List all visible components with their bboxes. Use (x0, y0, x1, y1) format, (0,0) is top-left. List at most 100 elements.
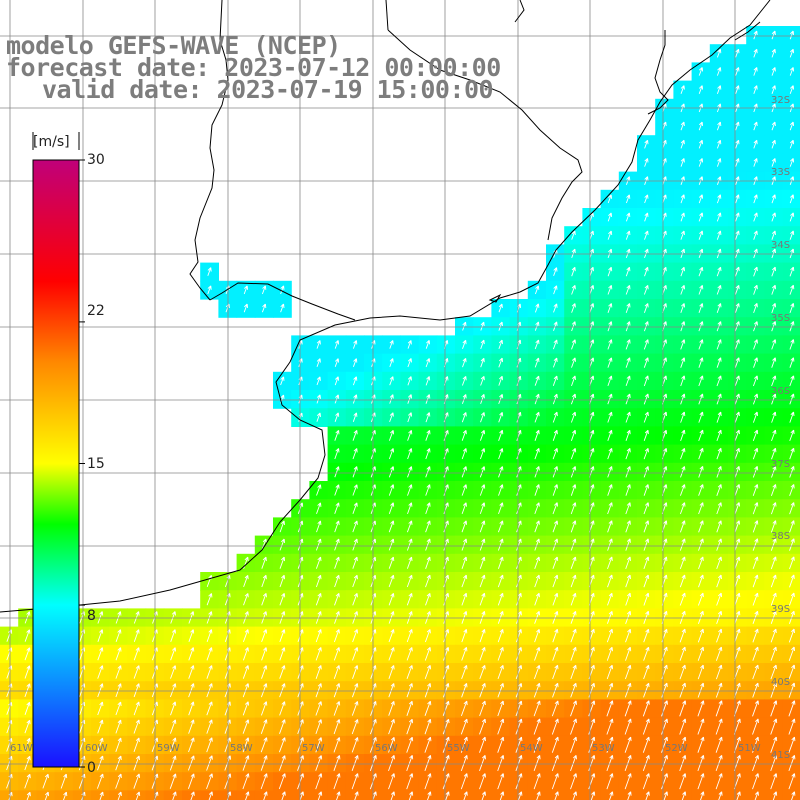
wind-arrow (479, 556, 486, 569)
wind-arrow (771, 321, 777, 332)
wind-arrow (533, 773, 541, 790)
wind-arrow (570, 610, 577, 624)
wind-arrow (497, 520, 504, 533)
wind-cell (709, 790, 729, 800)
wind-arrow (643, 520, 650, 533)
wind-arrow (697, 754, 705, 772)
wind-arrow (206, 683, 213, 698)
wind-arrow (406, 700, 413, 716)
wind-arrow (734, 357, 740, 368)
wind-arrow (242, 647, 249, 661)
wind-arrow (679, 502, 686, 515)
wind-arrow (334, 394, 340, 404)
wind-arrow (224, 683, 231, 698)
wind-arrow (625, 357, 631, 368)
wind-arrow (716, 628, 723, 643)
wind-arrow (771, 375, 777, 387)
wind-arrow (278, 737, 286, 753)
wind-arrow (97, 737, 104, 752)
wind-arrow (642, 700, 650, 717)
wind-arrow (771, 30, 776, 40)
colorbar-tick-0: 0 (87, 760, 96, 776)
wind-arrow (734, 574, 741, 588)
wind-cell (655, 790, 674, 800)
wind-arrow (570, 520, 577, 533)
wind-arrow (533, 682, 541, 698)
wind-arrow (570, 429, 577, 441)
wind-arrow (406, 538, 413, 551)
wind-cell (473, 790, 492, 800)
wind-arrow (752, 754, 759, 772)
wind-arrow (752, 773, 759, 790)
wind-arrow (716, 248, 722, 259)
wind-arrow (407, 502, 413, 515)
wind-arrow (425, 520, 431, 533)
wind-arrow (406, 611, 413, 624)
wind-cell (127, 790, 147, 800)
wind-arrow (625, 447, 631, 460)
wind-arrow (442, 664, 450, 680)
wind-arrow (407, 340, 412, 349)
wind-arrow (553, 303, 558, 313)
wind-arrow (516, 556, 522, 569)
wind-arrow (406, 718, 414, 735)
wind-arrow (406, 520, 413, 533)
coastline-segment (647, 30, 669, 115)
wind-arrow (570, 754, 577, 772)
wind-arrow (260, 755, 268, 771)
wind-arrow (624, 664, 632, 680)
wind-arrow (753, 30, 758, 40)
wind-arrow (589, 212, 594, 222)
wind-arrow (425, 556, 431, 569)
wind-arrow (625, 375, 631, 387)
wind-arrow (570, 393, 577, 405)
wind-arrow (571, 284, 576, 295)
wind-arrow (406, 773, 414, 790)
wind-arrow (461, 664, 468, 680)
wind-arrow (388, 647, 395, 661)
wind-arrow (389, 358, 394, 368)
lat-label-32s: 32S (771, 95, 791, 106)
wind-arrow (278, 755, 286, 771)
wind-arrow (388, 484, 395, 496)
wind-arrow (534, 375, 540, 386)
wind-arrow (679, 664, 686, 680)
wind-arrow (315, 683, 322, 698)
wind-arrow (625, 284, 631, 295)
wind-arrow (606, 773, 614, 790)
wind-arrow (771, 158, 776, 167)
wind-arrow (461, 682, 468, 698)
wind-arrow (625, 248, 631, 259)
wind-arrow (352, 502, 358, 514)
wind-arrow (24, 755, 31, 771)
wind-arrow (679, 574, 686, 588)
wind-arrow (443, 538, 449, 551)
wind-arrow (460, 718, 468, 735)
wind-arrow (315, 647, 322, 661)
wind-arrow (788, 773, 796, 790)
wind-arrow (279, 719, 286, 734)
wind-arrow (625, 628, 632, 643)
wind-arrow (534, 303, 540, 313)
wind-arrow (97, 647, 104, 661)
wind-arrow (352, 592, 358, 606)
wind-arrow (206, 647, 213, 661)
wind-cell (36, 790, 56, 800)
wind-arrow (279, 574, 286, 588)
wind-arrow (625, 266, 631, 277)
wind-arrow (643, 321, 649, 332)
wind-arrow (534, 466, 540, 478)
wind-arrow (770, 682, 777, 698)
wind-arrow (788, 664, 796, 680)
wind-arrow (735, 212, 740, 222)
wind-arrow (461, 520, 468, 533)
coastline-segment (385, 0, 389, 31)
wind-arrow (552, 520, 559, 533)
wind-arrow (606, 754, 614, 772)
wind-arrow (352, 574, 358, 588)
wind-arrow (734, 556, 741, 570)
wind-arrow (515, 754, 523, 772)
wind-arrow (770, 646, 777, 661)
wind-arrow (643, 393, 649, 405)
wind-arrow (443, 592, 449, 606)
